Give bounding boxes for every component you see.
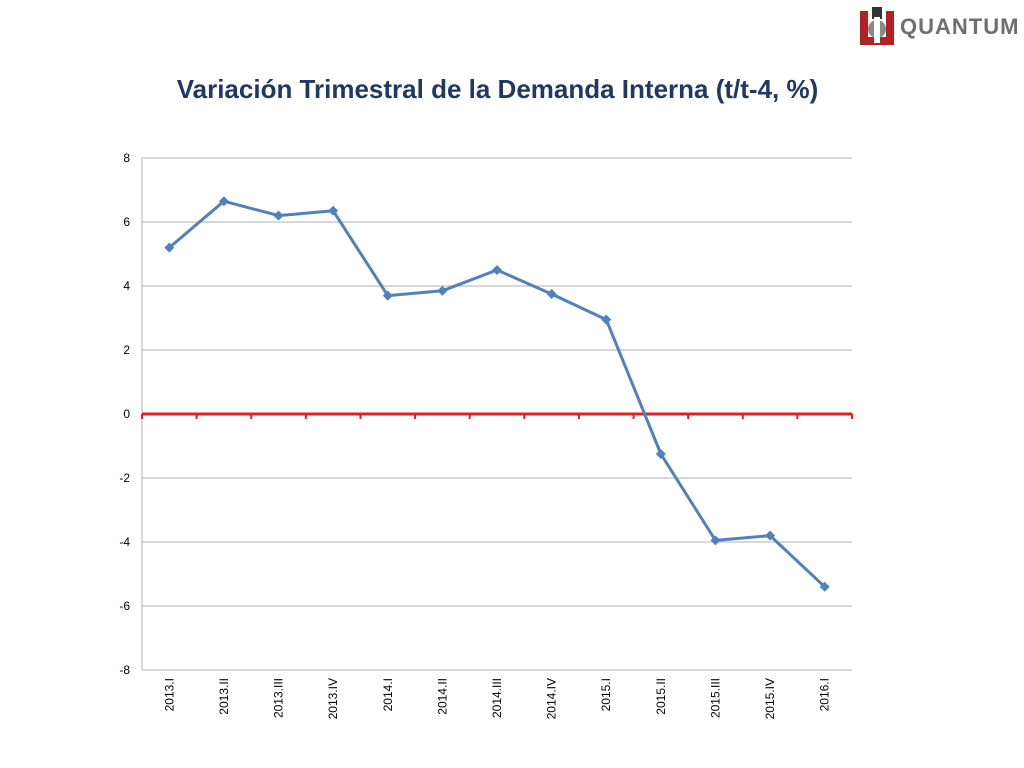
data-point — [273, 210, 284, 221]
x-tick-label: 2014.I — [381, 678, 395, 711]
x-tick-label: 2014.II — [435, 678, 449, 715]
x-tick-label: 2013.III — [272, 678, 286, 718]
x-tick-label: 2013.IV — [326, 678, 340, 719]
x-tick-label: 2015.IV — [763, 678, 777, 719]
y-tick-label: -6 — [119, 599, 130, 613]
chart-title: Variación Trimestral de la Demanda Inter… — [176, 74, 819, 104]
y-tick-label: 6 — [123, 215, 130, 229]
data-point — [655, 449, 666, 459]
y-tick-label: -8 — [119, 663, 130, 677]
quantum-logo: QUANTUM — [858, 6, 1022, 48]
y-tick-label: -2 — [119, 471, 130, 485]
y-tick-label: 0 — [123, 407, 130, 421]
data-point — [546, 289, 557, 299]
data-point — [492, 265, 502, 275]
x-tick-label: 2013.II — [217, 678, 231, 715]
x-tick-label: 2014.IV — [545, 678, 559, 719]
data-point — [437, 285, 448, 296]
data-point — [164, 242, 175, 253]
y-tick-label: -4 — [119, 535, 130, 549]
y-tick-label: 2 — [123, 343, 130, 357]
data-point — [819, 581, 830, 592]
x-tick-label: 2013.I — [162, 678, 176, 711]
x-tick-label: 2015.III — [708, 678, 722, 718]
x-tick-label: 2016.I — [818, 678, 832, 711]
x-tick-label: 2014.III — [490, 678, 504, 718]
data-point — [382, 290, 393, 301]
brand-name: QUANTUM — [900, 14, 1020, 39]
data-point — [328, 205, 339, 216]
x-tick-label: 2015.II — [654, 678, 668, 715]
data-point — [710, 535, 721, 546]
data-point — [601, 314, 612, 325]
y-tick-label: 8 — [123, 151, 130, 165]
data-point — [218, 196, 229, 207]
series-line — [168, 199, 826, 588]
data-point — [765, 530, 776, 541]
y-tick-label: 4 — [123, 279, 130, 293]
quantum-logo-icon — [860, 7, 894, 45]
x-tick-label: 2015.I — [599, 678, 613, 711]
